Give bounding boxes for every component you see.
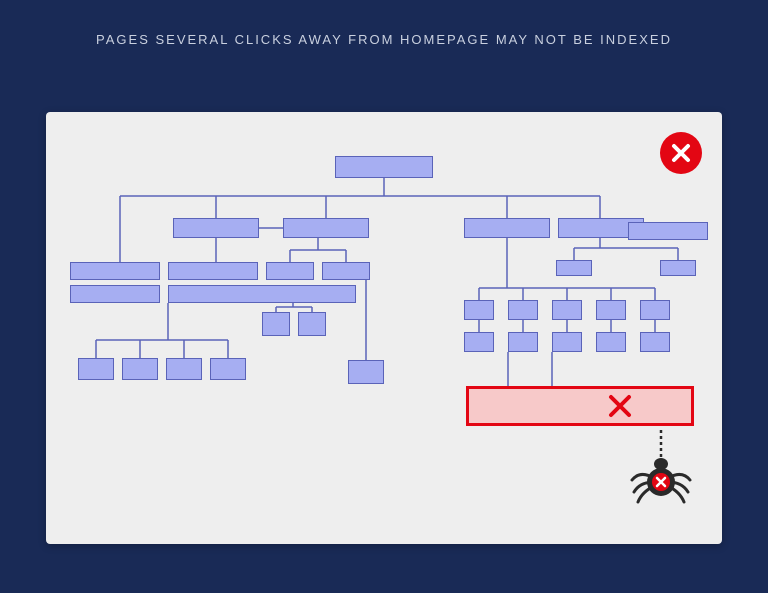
tree-node (552, 332, 582, 352)
tree-node (628, 222, 708, 240)
tree-node (556, 260, 592, 276)
diagram-outer: PAGES SEVERAL CLICKS AWAY FROM HOMEPAGE … (0, 0, 768, 593)
unindexed-zone (466, 386, 694, 426)
tree-node (70, 285, 160, 303)
tree-node (464, 300, 494, 320)
tree-node (508, 332, 538, 352)
x-mark-icon (608, 394, 632, 418)
tree-node (262, 312, 290, 336)
tree-node (640, 300, 670, 320)
tree-node (552, 300, 582, 320)
tree-node (596, 332, 626, 352)
tree-node (298, 312, 326, 336)
tree-node (464, 332, 494, 352)
tree-node (348, 360, 384, 384)
tree-node (660, 260, 696, 276)
tree-node (266, 262, 314, 280)
tree-node (508, 300, 538, 320)
tree-node (166, 358, 202, 380)
tree-node (122, 358, 158, 380)
tree-node (168, 285, 356, 303)
spider-icon (628, 430, 694, 508)
tree-node (173, 218, 259, 238)
tree-node (322, 262, 370, 280)
tree-node (70, 262, 160, 280)
tree-node (78, 358, 114, 380)
tree-node (168, 262, 258, 280)
tree-node (640, 332, 670, 352)
tree-node (335, 156, 433, 178)
tree-node (464, 218, 550, 238)
tree-node (210, 358, 246, 380)
tree-node (596, 300, 626, 320)
tree-node (283, 218, 369, 238)
